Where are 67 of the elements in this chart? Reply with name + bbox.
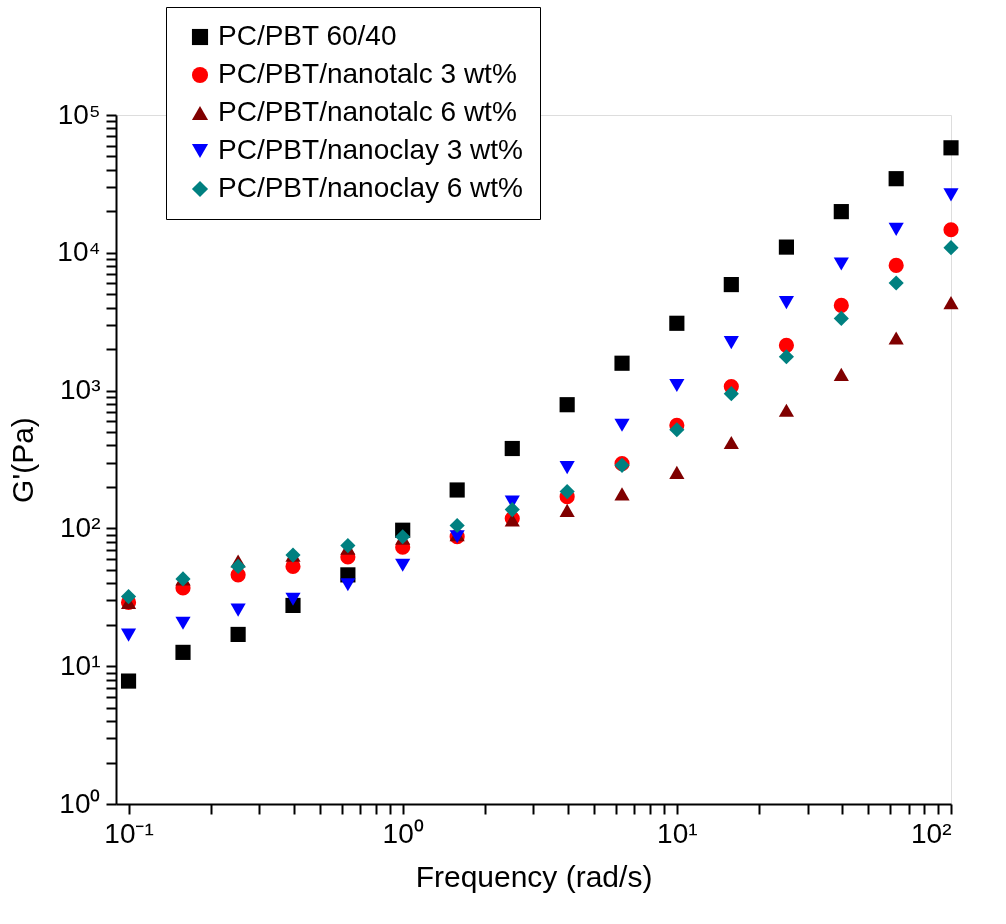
point (943, 140, 959, 156)
point (559, 484, 575, 500)
point (120, 673, 137, 689)
point (778, 403, 794, 417)
y-tick-label: 10³ (60, 374, 101, 406)
point (449, 482, 465, 498)
point (614, 418, 630, 432)
y-tick-label: 10² (60, 511, 101, 543)
point (120, 589, 137, 605)
point (723, 277, 739, 293)
point (175, 616, 191, 630)
point (230, 603, 246, 617)
point (559, 503, 575, 518)
y-tick-label: 10⁵ (57, 98, 101, 130)
x-axis-title: Frequency (rad/s) (415, 859, 653, 893)
point (833, 310, 849, 327)
point (614, 355, 630, 371)
point (285, 592, 301, 606)
point (120, 628, 137, 642)
point (888, 331, 904, 345)
point (504, 501, 520, 518)
legend-label: PC/PBT/nanotalc 6 wt% (218, 96, 517, 127)
point (395, 558, 411, 572)
x-tick-label: 10² (911, 817, 952, 849)
y-tick-label: 10⁴ (57, 236, 101, 268)
point (943, 240, 959, 256)
point (340, 578, 356, 592)
point (504, 440, 520, 457)
legend-label: PC/PBT/nanoclay 6 wt% (218, 172, 524, 203)
point (669, 422, 685, 438)
point (888, 222, 904, 236)
legend-label: PC/PBT/nanoclay 3 wt% (218, 134, 524, 165)
point (559, 461, 575, 475)
point (778, 239, 794, 255)
point (230, 626, 246, 643)
point (723, 336, 739, 350)
point (175, 644, 191, 660)
point (888, 275, 904, 291)
legend-label: PC/PBT/nanotalc 3 wt% (218, 58, 517, 89)
point (943, 222, 959, 238)
point (833, 297, 849, 313)
legend-label: PC/PBT 60/40 (218, 20, 397, 51)
point (669, 465, 685, 479)
point (943, 188, 959, 202)
point (669, 378, 685, 393)
point (888, 171, 904, 187)
point (230, 558, 246, 574)
point (778, 349, 794, 365)
point (778, 337, 794, 353)
x-tick-label: 10¹ (657, 817, 698, 849)
point (888, 257, 904, 273)
point (449, 517, 465, 534)
point (833, 204, 849, 220)
point (943, 296, 959, 310)
x-tick-label: 10⁰ (382, 817, 424, 849)
point (669, 315, 685, 331)
y-axis-title: G'(Pa) (6, 417, 40, 503)
point (833, 257, 849, 271)
point (614, 487, 630, 501)
x-tick-label: 10⁻¹ (104, 817, 154, 849)
point (833, 367, 849, 382)
point (723, 386, 739, 402)
point (778, 296, 794, 310)
point (723, 435, 739, 450)
y-tick-label: 10⁰ (59, 787, 101, 819)
y-tick-label: 10¹ (60, 649, 101, 681)
point (559, 397, 575, 413)
